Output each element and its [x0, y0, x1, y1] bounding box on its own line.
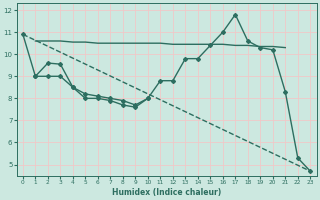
X-axis label: Humidex (Indice chaleur): Humidex (Indice chaleur): [112, 188, 221, 197]
